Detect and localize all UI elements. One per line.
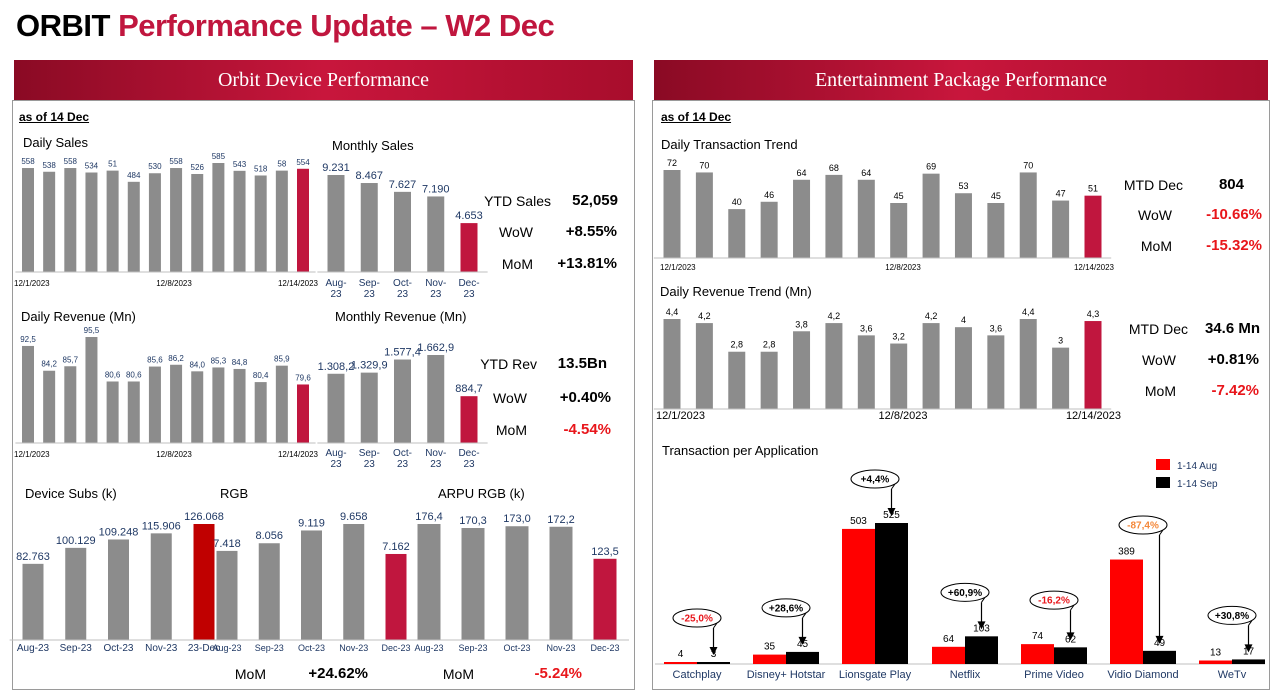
mtd-dec-label: MTD Dec (1123, 177, 1183, 193)
rev-trend-wow-value: +0.81% (1207, 351, 1259, 368)
rgb-mom-value: +24.62% (308, 665, 368, 682)
ytd-sales-value: 52,059 (572, 192, 618, 209)
rgb-mom-label: MoM (234, 666, 266, 682)
rev-trend-wow-label: WoW (1142, 352, 1176, 368)
rev-trend-mom-value: -7.42% (1211, 382, 1259, 399)
rev-wow-value: +0.40% (559, 389, 611, 406)
daily-revenue-title: Daily Revenue (Mn) (21, 309, 136, 324)
daily-sales-title: Daily Sales (23, 135, 89, 150)
sales-wow-label: WoW (499, 224, 533, 240)
ytd-rev-value: 13.5Bn (557, 355, 607, 372)
rev-mom-value: -4.54% (563, 421, 611, 438)
daily-transaction-title: Daily Transaction Trend (661, 137, 798, 152)
trx-mom-value: -15.32% (1206, 237, 1262, 254)
rgb-title: RGB (220, 486, 249, 501)
trx-wow-label: WoW (1138, 207, 1172, 223)
rev-wow-label: WoW (493, 390, 527, 406)
transaction-per-app-title: Transaction per Application (662, 443, 819, 458)
ytd-sales-label: YTD Sales (484, 193, 551, 209)
arpu-mom-value: -5.24% (534, 665, 582, 682)
sales-mom-value: +13.81% (557, 255, 617, 272)
arpu-rgb-title: ARPU RGB (k) (438, 486, 525, 501)
ytd-rev-label: YTD Rev (480, 356, 537, 372)
page-title: ORBIT Performance Update – W2 Dec (16, 8, 555, 43)
device-subs-title: Device Subs (k) (25, 486, 117, 501)
mtd-rev-value: 34.6 Mn (1204, 320, 1260, 337)
sales-mom-label: MoM (501, 256, 533, 272)
device-panel (12, 100, 635, 690)
monthly-revenue-title: Monthly Revenue (Mn) (335, 309, 467, 324)
mtd-rev-label: MTD Dec (1128, 321, 1188, 337)
entertainment-panel-header: Entertainment Package Performance (654, 60, 1268, 100)
device-as-of: as of 14 Dec (19, 110, 90, 124)
rev-trend-mom-label: MoM (1144, 383, 1176, 399)
rev-mom-label: MoM (495, 422, 527, 438)
device-panel-header: Orbit Device Performance (14, 60, 633, 100)
trx-mom-label: MoM (1140, 238, 1172, 254)
trx-wow-value: -10.66% (1206, 206, 1262, 223)
monthly-sales-title: Monthly Sales (332, 138, 414, 153)
daily-revenue-trend-title: Daily Revenue Trend (Mn) (660, 284, 812, 299)
mtd-dec-value: 804 (1218, 176, 1244, 193)
sales-wow-value: +8.55% (565, 223, 617, 240)
entertainment-panel (652, 100, 1270, 690)
entertainment-as-of: as of 14 Dec (661, 110, 732, 124)
arpu-mom-label: MoM (442, 666, 474, 682)
